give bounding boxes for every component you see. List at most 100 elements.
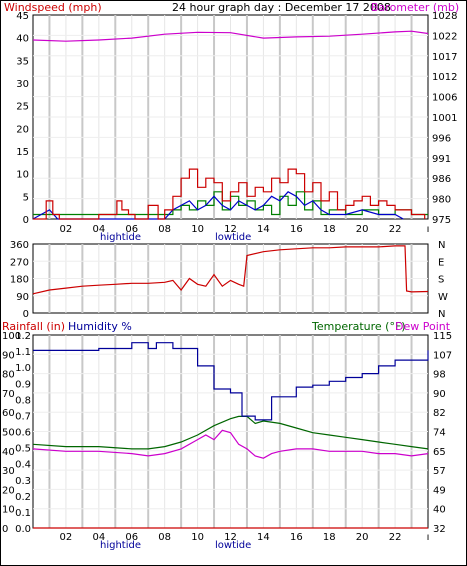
wind-x-tick-label: 20: [356, 224, 369, 235]
humidity-series: [33, 342, 429, 421]
humidity-tick-label: 100: [2, 331, 21, 342]
humidity-x-tick-label: 04: [92, 532, 105, 543]
wind-x-tick-label: 02: [60, 224, 73, 235]
rainfall-tick-label: 1.1: [15, 347, 31, 358]
barometer-tick-label: 1006: [432, 93, 457, 104]
lowtide-label-bottom: lowtide: [215, 540, 251, 551]
wind-x-tick-label: 04: [92, 224, 105, 235]
wind-x-tick-label: 12: [224, 224, 237, 235]
wind-x-tick-label: ı: [427, 224, 430, 235]
rainfall-tick-label: 0.6: [15, 428, 31, 439]
compass-tick-label: E: [438, 257, 444, 268]
barometer-series: [32, 30, 429, 42]
windspeed-tick-label: 25: [16, 102, 29, 113]
rainfall-tick-label: 0.1: [15, 508, 31, 519]
wind-x-tick-label: 16: [290, 224, 303, 235]
humidity-x-tick-label: 14: [257, 532, 270, 543]
barometer-tick-label: 975: [432, 215, 451, 226]
humidity-tick-label: 40: [2, 447, 15, 458]
hightide-label-bottom: hightide: [100, 540, 141, 551]
humidity-tick-label: 0: [2, 524, 8, 535]
compass-tick-label: W: [438, 292, 448, 303]
wind-x-tick-label: 14: [257, 224, 270, 235]
hightide-label-top: hightide: [100, 232, 141, 243]
windspeed-tick-label: 35: [16, 56, 29, 67]
barometer-axis-label: Barometer (mb): [371, 1, 459, 14]
rainfall-tick-label: 1.0: [15, 363, 31, 374]
humidity-tick-label: 90: [2, 350, 15, 361]
rainfall-tick-label: 0.7: [15, 411, 31, 422]
humidity-x-tick-label: ı: [427, 532, 430, 543]
wind-x-tick-label: 06: [125, 224, 138, 235]
windspeed-tick-label: 10: [16, 170, 29, 181]
rainfall-tick-label: 0.5: [15, 444, 31, 455]
temperature-tick-label: 57: [433, 466, 446, 477]
temperature-series: [32, 415, 429, 450]
wind-direction-series: [32, 245, 429, 295]
rainfall-tick-label: 0.0: [15, 524, 31, 535]
barometer-tick-label: 991: [432, 154, 451, 165]
rainfall-tick-label: 0.9: [15, 379, 31, 390]
barometer-tick-label: 996: [432, 133, 451, 144]
graph-title: 24 hour graph day : December 17 2008: [172, 1, 391, 14]
temperature-tick-label: 40: [433, 505, 446, 516]
humidity-tick-label: 10: [2, 505, 15, 516]
windspeed-tick-label: 20: [16, 124, 29, 135]
rainfall-tick-label: 0.4: [15, 460, 31, 471]
direction-tick-label: 180: [10, 275, 29, 286]
wind-x-tick-label: 10: [191, 224, 204, 235]
dewpoint-series: [32, 429, 429, 459]
windspeed-tick-label: 5: [23, 192, 29, 203]
compass-tick-label: S: [438, 275, 444, 286]
barometer-tick-label: 1022: [432, 31, 457, 42]
temperature-tick-label: 65: [433, 447, 446, 458]
barometer-tick-label: 1001: [432, 113, 457, 124]
windspeed-tick-label: 30: [16, 79, 29, 90]
direction-tick-label: 90: [16, 292, 29, 303]
temperature-tick-label: 98: [433, 370, 446, 381]
humidity-x-tick-label: 18: [323, 532, 336, 543]
temperature-tick-label: 82: [433, 408, 446, 419]
humidity-x-tick-label: 10: [191, 532, 204, 543]
gust-series: [32, 191, 404, 220]
rainfall-tick-label: 0.3: [15, 476, 31, 487]
temperature-tick-label: 32: [433, 524, 446, 535]
direction-tick-label: 270: [10, 257, 29, 268]
barometer-tick-label: 1017: [432, 52, 457, 63]
temperature-tick-label: 107: [433, 350, 452, 361]
lowtide-label-top: lowtide: [215, 232, 251, 243]
wind-x-tick-label: 18: [323, 224, 336, 235]
humidity-tick-label: 30: [2, 466, 15, 477]
barometer-tick-label: 986: [432, 174, 451, 185]
windspeed-series: [33, 168, 426, 220]
humidity-x-tick-label: 06: [125, 532, 138, 543]
humidity-x-tick-label: 20: [356, 532, 369, 543]
humidity-x-tick-label: 02: [60, 532, 73, 543]
compass-tick-label: N: [438, 240, 445, 251]
rainfall-tick-label: 0.8: [15, 395, 31, 406]
barometer-tick-label: 1028: [432, 11, 457, 22]
windspeed-tick-label: 40: [16, 34, 29, 45]
humidity-tick-label: 20: [2, 485, 15, 496]
humidity-x-tick-label: 12: [224, 532, 237, 543]
windspeed-tick-label: 0: [23, 215, 29, 226]
temperature-tick-label: 115: [433, 331, 452, 342]
humidity-tick-label: 60: [2, 408, 15, 419]
wind-green-series: [33, 191, 428, 216]
humidity-x-tick-label: 08: [158, 532, 171, 543]
rainfall-axis-label: Rainfall (in): [2, 320, 65, 333]
direction-tick-label: 360: [10, 240, 29, 251]
humidity-tick-label: 50: [2, 428, 15, 439]
humidity-axis-label: Humidity %: [68, 320, 132, 333]
temperature-axis-label: Temperature (°F): [311, 320, 406, 333]
humidity-tick-label: 80: [2, 370, 15, 381]
temperature-tick-label: 74: [433, 428, 446, 439]
wind-x-tick-label: 08: [158, 224, 171, 235]
humidity-x-tick-label: 16: [290, 532, 303, 543]
humidity-tick-label: 70: [2, 389, 15, 400]
windspeed-tick-label: 15: [16, 147, 29, 158]
windspeed-tick-label: 45: [16, 11, 29, 22]
compass-tick-label: N: [438, 309, 445, 320]
barometer-tick-label: 980: [432, 195, 451, 206]
